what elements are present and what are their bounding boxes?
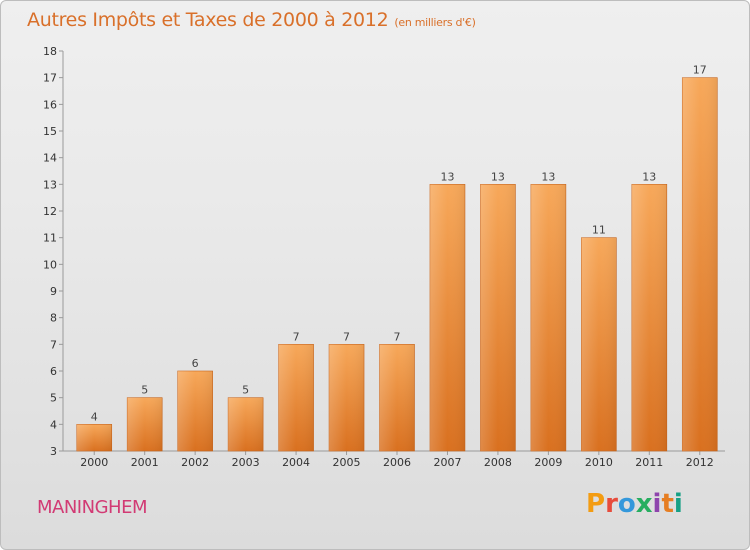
bar-shade — [379, 344, 415, 451]
bar-shade — [177, 371, 213, 451]
logo-letter: r — [605, 489, 618, 519]
x-tick-label: 2009 — [534, 456, 562, 469]
y-tick-label: 17 — [43, 72, 57, 85]
y-tick-label: 10 — [43, 258, 57, 271]
x-tick-label: 2011 — [635, 456, 663, 469]
x-tick-label: 2005 — [333, 456, 361, 469]
bar-value-label: 7 — [343, 330, 350, 343]
bar-value-label: 7 — [394, 330, 401, 343]
bar-value-label: 13 — [642, 170, 656, 183]
bar-value-label: 17 — [693, 64, 707, 77]
logo-letter: i — [652, 489, 662, 519]
y-tick-label: 13 — [43, 178, 57, 191]
y-tick-label: 4 — [50, 418, 57, 431]
bar-value-label: 7 — [293, 330, 300, 343]
y-tick-label: 14 — [43, 152, 57, 165]
bar-shade — [76, 424, 112, 451]
bar-shade — [530, 184, 566, 452]
logo-letter: x — [635, 489, 653, 519]
x-tick-label: 2012 — [686, 456, 714, 469]
y-tick-label: 15 — [43, 125, 57, 138]
y-tick-label: 5 — [50, 392, 57, 405]
bar-shade — [329, 344, 365, 451]
x-tick-label: 2003 — [232, 456, 260, 469]
bar-shade — [228, 397, 264, 451]
logo-letter: i — [673, 489, 683, 519]
bar-shade — [631, 184, 667, 452]
y-tick-label: 9 — [50, 285, 57, 298]
bar-value-label: 13 — [541, 170, 555, 183]
bar-value-label: 5 — [242, 384, 249, 397]
x-tick-label: 2002 — [181, 456, 209, 469]
bar-shade — [429, 184, 465, 452]
bar-value-label: 13 — [440, 170, 454, 183]
bar-shade — [127, 397, 163, 451]
bar-shade — [581, 237, 617, 451]
y-tick-label: 12 — [43, 205, 57, 218]
chart-title: Autres Impôts et Taxes de 2000 à 2012 (en… — [27, 9, 476, 31]
x-tick-label: 2008 — [484, 456, 512, 469]
x-tick-label: 2004 — [282, 456, 310, 469]
bar-value-label: 5 — [141, 384, 148, 397]
y-tick-label: 8 — [50, 312, 57, 325]
x-tick-label: 2000 — [80, 456, 108, 469]
bar-shade — [278, 344, 314, 451]
x-tick-label: 2006 — [383, 456, 411, 469]
y-tick-label: 11 — [43, 232, 57, 245]
x-tick-label: 2010 — [585, 456, 613, 469]
bar-value-label: 4 — [91, 410, 98, 423]
chart-subtitle: (en milliers d'€) — [394, 16, 476, 29]
logo-letter: t — [661, 489, 674, 519]
y-tick-label: 7 — [50, 338, 57, 351]
logo-letter: P — [586, 489, 606, 519]
commune-name: MANINGHEM — [37, 497, 147, 518]
bar-shade — [682, 77, 718, 452]
logo-letter: o — [617, 489, 636, 519]
y-tick-label: 18 — [43, 45, 57, 58]
proxiti-logo: Proxiti — [586, 489, 683, 519]
bar-value-label: 6 — [192, 357, 199, 370]
y-tick-label: 16 — [43, 98, 57, 111]
bar-shade — [480, 184, 516, 452]
y-tick-label: 6 — [50, 365, 57, 378]
bar-value-label: 13 — [491, 170, 505, 183]
x-tick-label: 2007 — [433, 456, 461, 469]
bar-value-label: 11 — [592, 224, 606, 237]
x-tick-label: 2001 — [131, 456, 159, 469]
y-tick-label: 3 — [50, 445, 57, 458]
